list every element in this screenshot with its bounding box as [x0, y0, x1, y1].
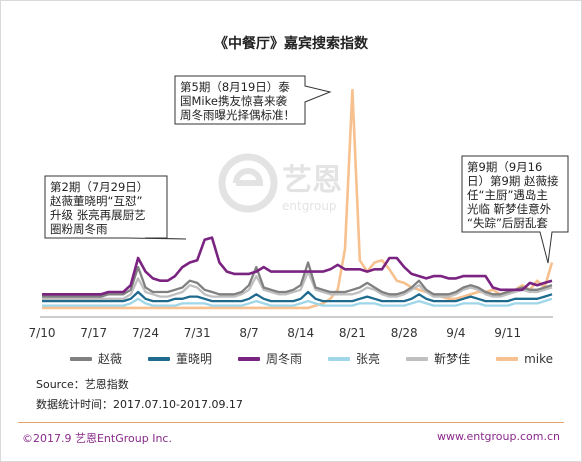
x-tick-label: 7/17: [80, 326, 107, 340]
legend-swatch: [70, 356, 92, 361]
x-tick-label: 9/11: [494, 326, 521, 340]
callout-line: 赵薇董晓明“互怼”: [50, 194, 142, 208]
legend: 赵薇 董晓明 周冬雨 张亮 靳梦佳 mike: [70, 350, 579, 367]
watermark-name: 艺恩: [282, 163, 342, 198]
x-tick-label: 8/21: [339, 326, 366, 340]
x-tick-label: 8/7: [239, 326, 258, 340]
line-chart: 7/10 7/17 7/24 7/31 8/7 8/14 8/21 8/28 9/4 9/11 第…: [29, 75, 569, 340]
entgroup-logo-icon: 艺恩 entgroup: [218, 153, 342, 213]
callout-line: 光临 靳梦佳意外: [467, 202, 552, 216]
series-layer: [42, 88, 554, 310]
legend-item-2: 周冬雨: [238, 350, 302, 367]
series-line-0: [42, 261, 553, 298]
series-line-3: [42, 297, 553, 307]
legend-label: 赵薇: [98, 352, 123, 366]
series-line-1: [42, 290, 553, 303]
legend-item-3: 张亮: [328, 350, 380, 367]
x-tick-label: 8/28: [391, 326, 418, 340]
copyright: ©2017.9 艺恩EntGroup Inc.: [22, 432, 172, 445]
callout-line: 圈粉周冬雨: [50, 222, 108, 236]
callout-box: [461, 155, 569, 264]
legend-swatch: [238, 356, 261, 361]
legend-item-4: 靳梦佳: [406, 350, 470, 367]
x-tick-label: 7/31: [184, 326, 211, 340]
x-tick-label: 7/24: [132, 326, 159, 340]
legend-swatch: [496, 356, 519, 361]
watermark-sub: entgroup: [282, 199, 337, 213]
legend-label: 靳梦佳: [434, 352, 471, 366]
series-line-4: [42, 270, 553, 300]
callout-line: 第9期（9月16: [467, 160, 542, 174]
source-note: Source：艺恩指数: [36, 378, 129, 391]
callout-line: 升级 张亮再展厨艺: [50, 208, 146, 222]
callout-box: [44, 175, 187, 240]
legend-label: 董晓明: [176, 352, 213, 366]
watermark: 艺恩 entgroup: [218, 150, 368, 224]
series-line-2: [42, 236, 553, 296]
callout-line: 第2期（7月29日）: [50, 180, 148, 194]
series-line-5: [42, 88, 554, 310]
chart-title: 《中餐厅》嘉宾搜索指数: [214, 36, 368, 52]
period-note: 数据统计时间：2017.07.10-2017.09.17: [36, 398, 243, 411]
legend-label: 周冬雨: [266, 352, 303, 366]
legend-swatch: [328, 356, 351, 361]
callout-line: 任“主厨”遇岛主: [467, 188, 548, 202]
legend-label: 张亮: [356, 352, 381, 366]
legend-item-5: mike: [496, 350, 553, 367]
legend-label: mike: [524, 351, 554, 366]
callout-box: [174, 75, 332, 125]
legend-item-1: 董晓明: [148, 350, 212, 367]
x-tick-label: 9/4: [446, 326, 465, 340]
callout-line: 第5期（8月19日）泰: [180, 80, 290, 94]
website: www.entgroup.com.cn: [437, 430, 560, 443]
legend-item-0: 赵薇: [70, 350, 122, 367]
x-tick-label: 8/14: [287, 326, 314, 340]
callout-line: 国Mike携友惊喜来袭: [180, 94, 287, 108]
legend-swatch: [148, 356, 171, 361]
footer-divider: [18, 422, 564, 423]
legend-swatch: [406, 356, 429, 361]
callout-line: 日）第9期 赵薇接: [467, 174, 559, 188]
callout-line: “失踪”后厨乱套: [467, 216, 548, 230]
x-tick-label: 7/10: [29, 326, 56, 340]
x-tick-layer: 7/10 7/17 7/24 7/31 8/7 8/14 8/21 8/28 9/4 9/11: [29, 326, 522, 340]
callout-line: 周冬雨曝光择偶标准！: [180, 108, 295, 122]
